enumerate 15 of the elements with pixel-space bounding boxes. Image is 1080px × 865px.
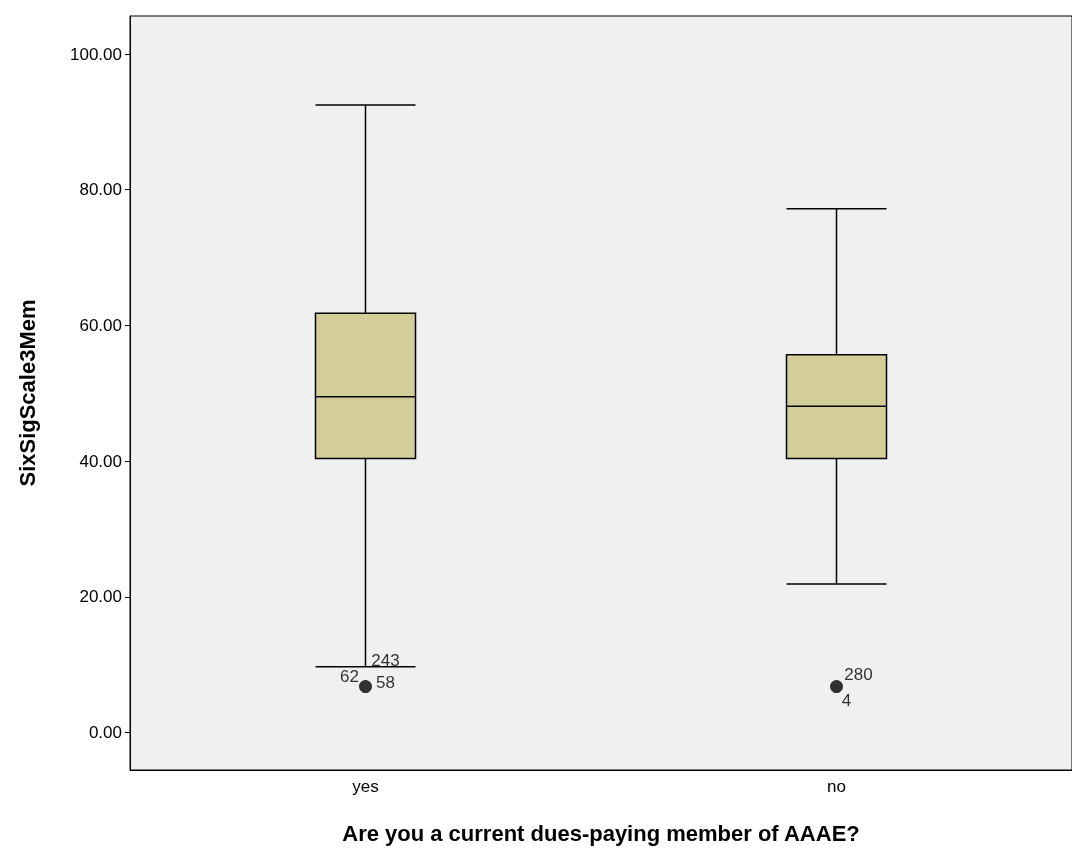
y-tick-label: 60.00 (79, 315, 122, 335)
x-axis-title: Are you a current dues-paying member of AAAE? (342, 820, 860, 846)
annotation: 58 (376, 673, 395, 693)
y-axis-title: SixSigScale3Mem (14, 299, 40, 487)
y-tick-label: 0.00 (88, 723, 122, 743)
x-tick-label: no (827, 777, 846, 796)
y-tick-label: 20.00 (79, 587, 122, 607)
y-tick-label: 40.00 (79, 451, 122, 471)
annotation: 243 (371, 651, 400, 671)
annotation: 4 (841, 691, 852, 711)
x-tick-label: yes (352, 777, 379, 796)
y-tick-label: 100.00 (70, 44, 122, 64)
annotation: 280 (844, 665, 873, 685)
y-tick-label: 80.00 (79, 180, 122, 200)
annotation: 62 (340, 667, 359, 687)
